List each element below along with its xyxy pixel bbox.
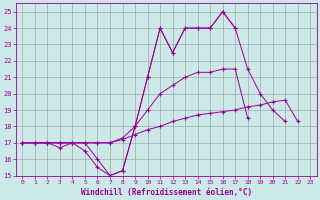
X-axis label: Windchill (Refroidissement éolien,°C): Windchill (Refroidissement éolien,°C)	[81, 188, 252, 197]
